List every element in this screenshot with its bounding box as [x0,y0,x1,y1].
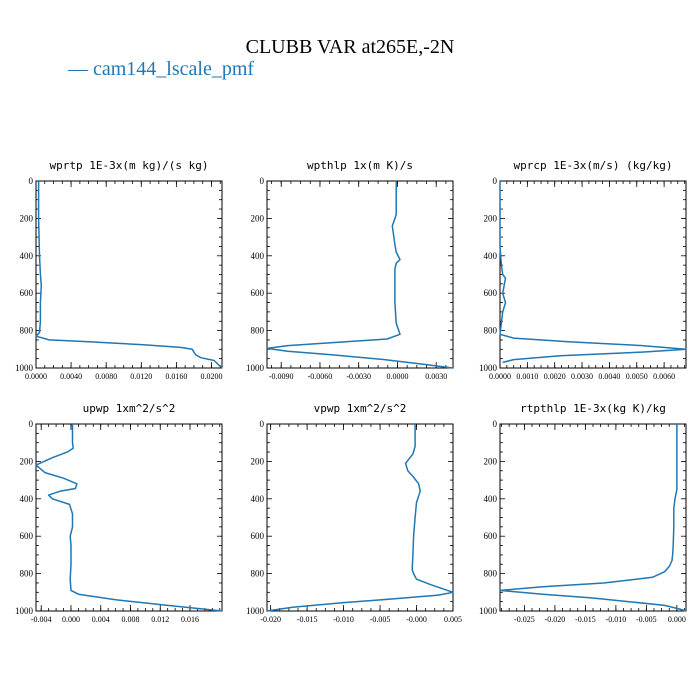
ytick-label: 0 [493,176,498,186]
ytick-label: 600 [251,288,265,298]
ytick-label: 0 [260,176,265,186]
ytick-label: 600 [20,288,34,298]
xtick-label: 0.0050 [626,372,648,381]
xtick-label: 0.0030 [425,372,447,381]
ytick-label: 0 [260,419,265,429]
xtick-label: -0.005 [636,615,657,624]
xtick-label: 0.0060 [653,372,675,381]
xtick-label: 0.0020 [544,372,566,381]
xtick-label: -0.0060 [308,372,333,381]
ytick-label: 200 [484,456,498,466]
panel-title: wprtp 1E-3x(m kg)/(s kg) [50,159,209,172]
ytick-label: 600 [484,531,498,541]
xtick-label: 0.000 [668,615,686,624]
ytick-label: 0 [29,176,34,186]
ytick-label: 200 [20,213,34,223]
panel-title: wpthlp 1x(m K)/s [307,159,413,172]
figure-title: CLUBB VAR at265E,-2N [245,36,455,58]
ytick-label: 1000 [246,606,265,616]
xtick-label: 0.0160 [165,372,187,381]
series-line [266,424,454,612]
ytick-label: 800 [20,569,34,579]
xtick-label: 0.0010 [516,372,538,381]
panel-title: upwp 1xm^2/s^2 [83,402,176,415]
xtick-label: -0.020 [260,615,281,624]
panel-1: wprtp 1E-3x(m kg)/(s kg) 0 200 400 600 800 100… [15,159,223,381]
series-line [499,181,687,364]
xtick-label: 0.0030 [571,372,593,381]
ytick-label: 1000 [15,363,34,373]
xtick-label: 0.008 [121,615,139,624]
xtick-label: -0.0030 [346,372,371,381]
panel-2: wpthlp 1x(m K)/s 0 200 400 600 800 1000 -0.0090… [246,159,454,381]
ytick-label: 0 [493,419,498,429]
ytick-label: 400 [20,494,34,504]
ytick-label: 0 [29,419,34,429]
xtick-label: -0.004 [31,615,52,624]
ytick-label: 800 [251,326,265,336]
xtick-label: 0.0040 [598,372,620,381]
xtick-label: 0.0040 [60,372,82,381]
plot-frame [499,180,687,369]
ytick-label: 800 [20,326,34,336]
ytick-label: 200 [251,456,265,466]
panel-title: wprcp 1E-3x(m/s) (kg/kg) [514,159,673,172]
xtick-label: 0.0200 [200,372,222,381]
xtick-label: 0.005 [444,615,462,624]
xtick-label: 0.0000 [25,372,47,381]
ytick-label: 1000 [15,606,34,616]
legend-entry: — cam144_lscale_pmf [68,58,255,80]
panel-5: vpwp 1xm^2/s^2 0 200 400 600 800 1000-0.020 -0.… [246,402,462,624]
xtick-label: -0.010 [333,615,354,624]
series-line [35,424,223,612]
plot-frame [35,423,223,612]
series-line [35,181,223,369]
ytick-label: 400 [251,494,265,504]
ytick-label: 800 [251,569,265,579]
xtick-label: 0.016 [181,615,199,624]
ytick-label: 600 [20,531,34,541]
ytick-label: 600 [251,531,265,541]
ytick-label: 400 [484,494,498,504]
xtick-label: 0.000 [62,615,80,624]
ytick-label: 200 [251,213,265,223]
xtick-label: -0.005 [370,615,391,624]
series-line [499,424,687,612]
xtick-label: -0.015 [297,615,318,624]
ytick-label: 800 [484,569,498,579]
xtick-label: 0.012 [151,615,169,624]
xtick-label: 0.0000 [386,372,408,381]
xtick-label: -0.025 [514,615,535,624]
panel-title: rtpthlp 1E-3x(kg K)/kg [520,402,666,415]
plot-frame [266,180,454,369]
ytick-label: 200 [484,213,498,223]
series-line [266,181,454,369]
xtick-label: -0.000 [406,615,427,624]
xtick-label: 0.0080 [95,372,117,381]
ytick-label: 800 [484,326,498,336]
ytick-label: 400 [20,251,34,261]
xtick-label: 0.004 [92,615,110,624]
ytick-label: 600 [484,288,498,298]
panel-title: vpwp 1xm^2/s^2 [314,402,407,415]
panel-6: rtpthlp 1E-3x(kg K)/kg 0 200 400 600 800 1000 -… [479,402,687,624]
xtick-label: -0.010 [606,615,627,624]
ytick-label: 400 [484,251,498,261]
ytick-label: 1000 [479,606,498,616]
ytick-label: 1000 [246,363,265,373]
xtick-label: 0.0000 [489,372,511,381]
xtick-label: -0.015 [575,615,596,624]
ytick-label: 400 [251,251,265,261]
xtick-label: -0.0090 [269,372,294,381]
ytick-label: 1000 [479,363,498,373]
xtick-label: 0.0120 [130,372,152,381]
xtick-label: -0.020 [545,615,566,624]
panel-3: wprcp 1E-3x(m/s) (kg/kg) 0 200 400 600 800 100… [479,159,687,381]
ytick-label: 200 [20,456,34,466]
panel-4: upwp 1xm^2/s^2 0 200 400 600 800 1000-0.004 0.0… [15,402,223,624]
